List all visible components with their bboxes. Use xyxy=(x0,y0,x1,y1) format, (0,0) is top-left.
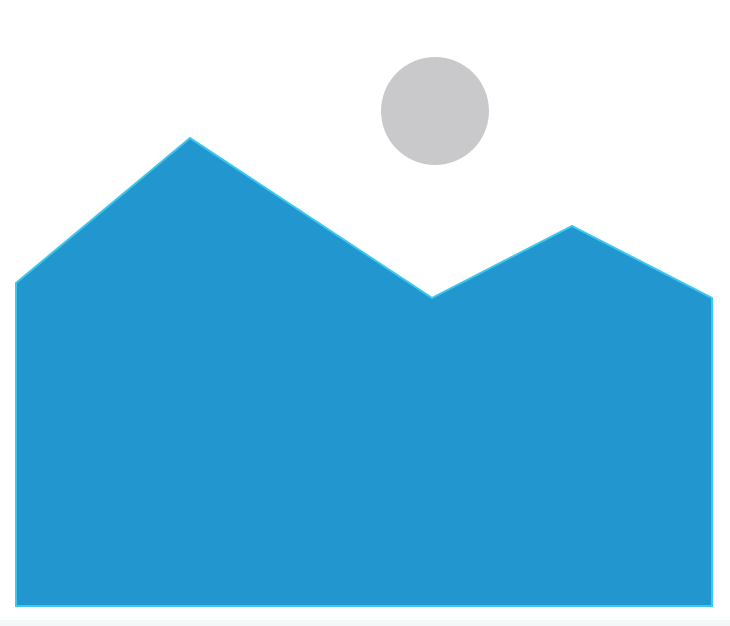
mountains-shape xyxy=(15,136,713,607)
sun-icon xyxy=(381,57,489,165)
frame-bottom-border xyxy=(0,620,730,626)
